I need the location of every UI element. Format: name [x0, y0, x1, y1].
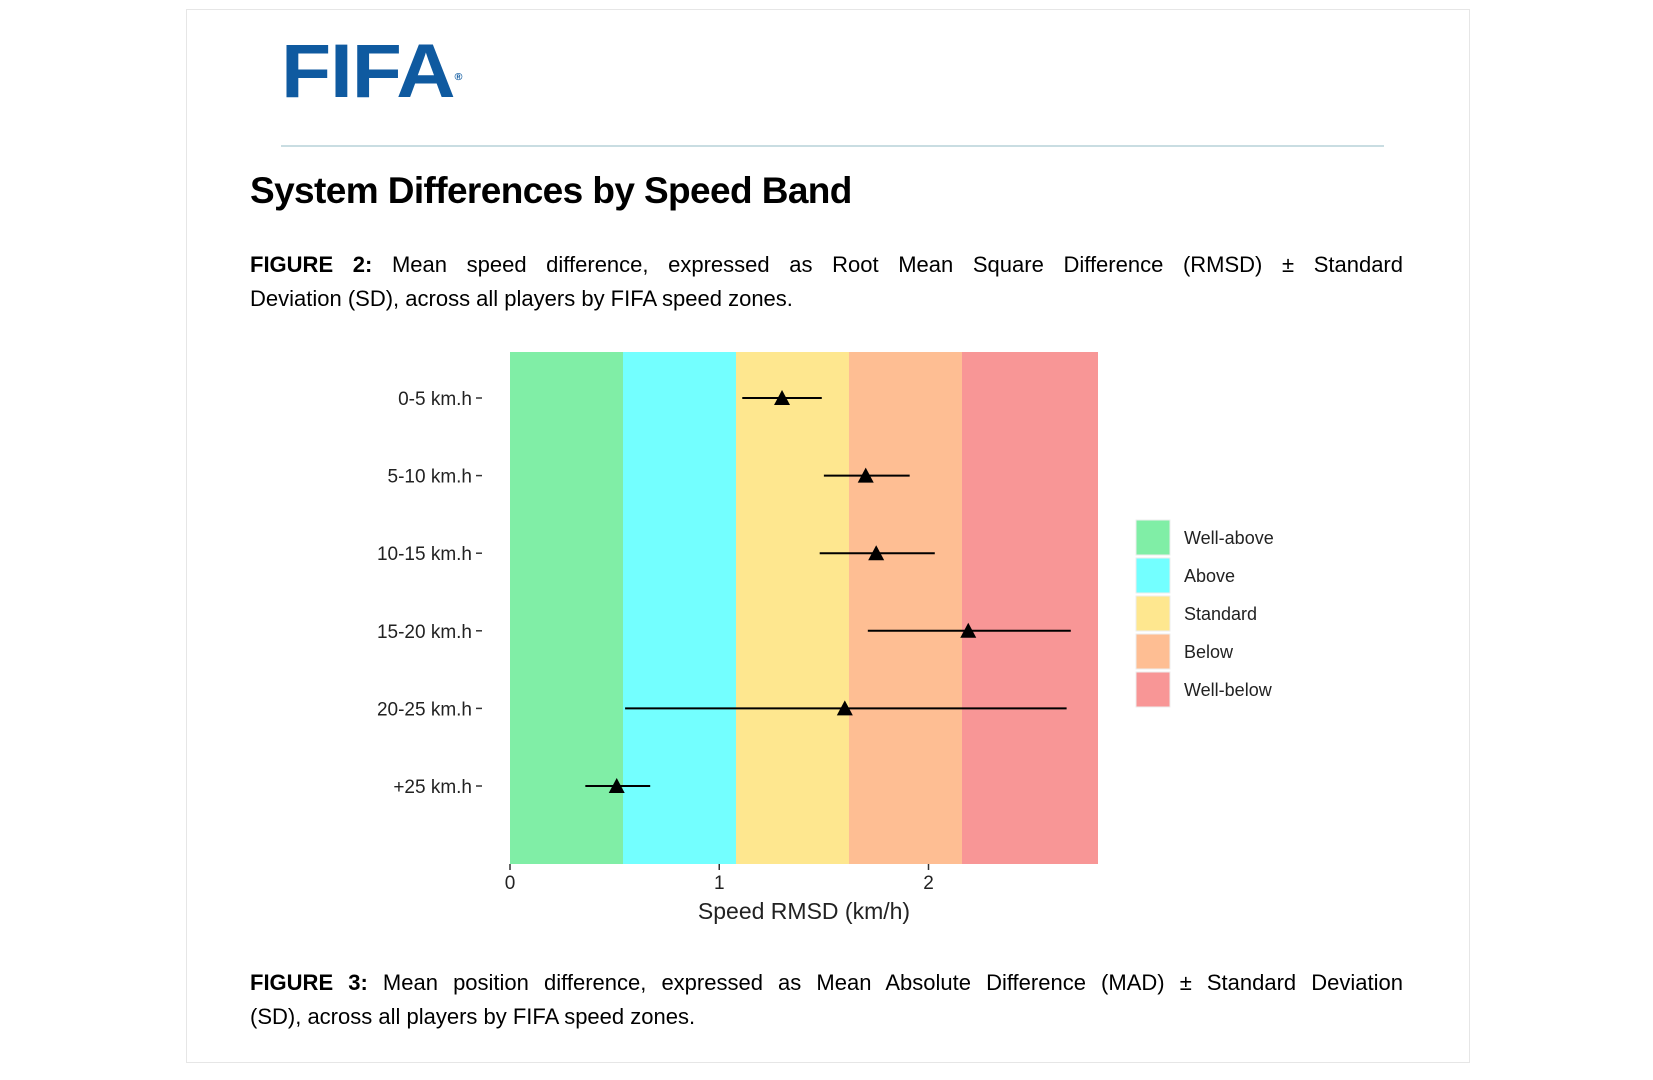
y-tick-label: 10-15 km.h: [377, 544, 472, 565]
legend-swatch: [1135, 671, 1171, 708]
data-point-triangle: [774, 390, 791, 405]
data-point-triangle: [857, 467, 874, 483]
legend-label: Below: [1184, 642, 1234, 662]
page-card: [186, 9, 1470, 1063]
figure-2-caption: FIGURE 2: Mean speed difference, express…: [250, 248, 1403, 316]
legend-swatch: [1135, 519, 1171, 556]
caption-line: Deviation (SD), across all players by FI…: [250, 286, 793, 311]
caption-line: FIGURE 3: Mean position difference, expr…: [250, 966, 1403, 1000]
legend-label: Above: [1184, 566, 1235, 586]
band-below: [848, 352, 962, 864]
legend-swatch: [1135, 557, 1171, 594]
y-tick-label: 20-25 km.h: [377, 699, 472, 720]
figure-3-caption: FIGURE 3: Mean position difference, expr…: [250, 966, 1403, 1034]
figure-label: FIGURE 3:: [250, 970, 368, 995]
logo-text: FIFA: [281, 29, 456, 114]
band-above: [622, 352, 736, 864]
figure-label: FIGURE 2:: [250, 252, 373, 277]
band-well-above: [510, 352, 623, 864]
caption-line: FIGURE 2: Mean speed difference, express…: [250, 248, 1403, 282]
data-point-triangle: [608, 778, 625, 793]
band-well-below: [961, 352, 1098, 864]
y-tick-label: 15-20 km.h: [377, 622, 472, 643]
x-axis-label: Speed RMSD (km/h): [698, 898, 910, 924]
header-divider: [281, 145, 1384, 147]
caption-text: Mean speed difference, expressed as Root…: [391, 252, 1403, 277]
data-point-triangle: [868, 545, 885, 561]
legend-label: Standard: [1184, 604, 1257, 624]
y-tick-label: 5-10 km.h: [388, 467, 472, 488]
x-tick-label: 2: [923, 873, 934, 894]
x-tick-label: 0: [505, 873, 516, 894]
y-tick-label: 0-5 km.h: [398, 389, 472, 410]
x-tick-label: 1: [714, 873, 725, 894]
logo-registered-mark: ®: [454, 72, 463, 83]
legend-label: Well-above: [1184, 528, 1274, 548]
legend-swatch: [1135, 633, 1171, 670]
caption-text: Mean position difference, expressed as M…: [382, 970, 1403, 995]
y-tick-label: +25 km.h: [393, 777, 472, 798]
legend-label: Well-below: [1184, 680, 1273, 700]
data-point-triangle: [836, 700, 853, 716]
caption-line: (SD), across all players by FIFA speed z…: [250, 1004, 696, 1029]
band-standard: [735, 352, 849, 864]
data-point-triangle: [960, 622, 977, 638]
page-title: System Differences by Speed Band: [250, 170, 852, 211]
legend-swatch: [1135, 595, 1171, 632]
fifa-logo: FIFA®: [281, 34, 463, 110]
